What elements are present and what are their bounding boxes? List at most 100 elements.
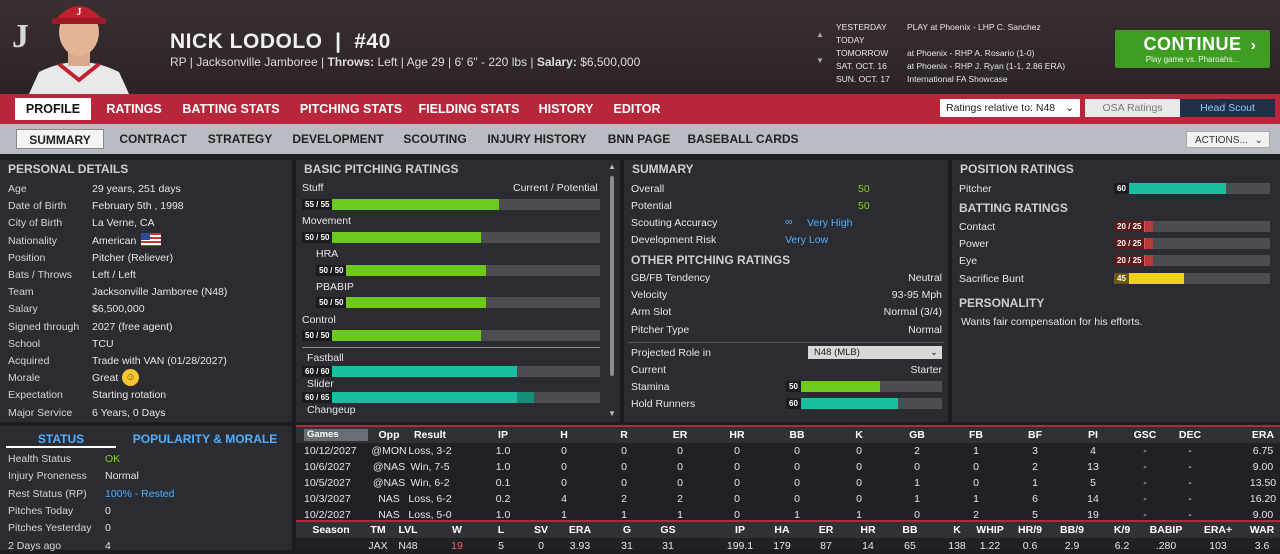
tab-contract[interactable]: CONTRACT xyxy=(119,132,187,146)
development-risk-label: Development Risk xyxy=(631,234,717,246)
table-row: 10/3/2027 NAS Loss, 6-2 0.2 4 2 2 0 0 0 1 1 6 14 - - 16.… xyxy=(296,491,1280,507)
tab-ratings[interactable]: RATINGS xyxy=(106,102,162,116)
column-header[interactable]: IP xyxy=(735,524,745,536)
detail-label: Position xyxy=(8,251,46,264)
tab-baseball-cards[interactable]: BASEBALL CARDS xyxy=(687,132,799,146)
ratings-relative-select[interactable]: Ratings relative to: N48 ⌄ xyxy=(940,99,1080,117)
column-header[interactable]: HR xyxy=(729,429,745,441)
tab-popularity-morale[interactable]: POPULARITY & MORALE xyxy=(132,432,278,446)
chevron-down-icon: ⌄ xyxy=(930,347,938,358)
column-header[interactable]: BB/9 xyxy=(1060,524,1084,536)
column-header[interactable]: K/9 xyxy=(1113,524,1131,536)
tab-editor[interactable]: EDITOR xyxy=(613,102,661,116)
tab-fielding-stats[interactable]: FIELDING STATS xyxy=(418,102,520,116)
column-header[interactable]: WHIP xyxy=(976,524,1004,536)
column-header[interactable]: FB xyxy=(969,429,983,441)
projected-role-select[interactable]: N48 (MLB) ⌄ xyxy=(808,346,942,359)
column-header[interactable]: HR/9 xyxy=(1018,524,1042,536)
pbabip-bar: 50 / 50 xyxy=(316,297,600,308)
column-header[interactable]: BB xyxy=(902,524,918,536)
scroll-thumb[interactable] xyxy=(610,176,614,376)
tab-strategy[interactable]: STRATEGY xyxy=(207,132,273,146)
table-cell: 5 xyxy=(1090,477,1096,489)
detail-label: School xyxy=(8,337,41,350)
table-cell: @NAS xyxy=(372,477,406,489)
table-cell: 3 xyxy=(1032,445,1038,457)
scroll-down-icon[interactable]: ▼ xyxy=(608,409,616,418)
column-header[interactable]: H xyxy=(560,429,568,441)
table-cell: 0 xyxy=(856,461,862,473)
column-header[interactable]: DEC xyxy=(1178,429,1202,441)
column-header[interactable]: LVL xyxy=(398,524,418,536)
batting-rating-bar: 20 / 25 xyxy=(1114,221,1270,232)
column-header[interactable]: PI xyxy=(1088,429,1098,441)
column-header[interactable]: Opp xyxy=(378,429,400,441)
tab-scouting[interactable]: SCOUTING xyxy=(403,132,467,146)
column-header[interactable]: K xyxy=(953,524,961,536)
chevron-down-icon: ⌄ xyxy=(1254,135,1263,146)
column-header[interactable]: Season xyxy=(312,524,350,536)
head-scout-button[interactable]: Head Scout xyxy=(1180,99,1275,117)
tab-status[interactable]: STATUS xyxy=(6,430,116,448)
tab-injury-history[interactable]: INJURY HISTORY xyxy=(487,132,587,146)
personal-details-panel: PERSONAL DETAILS xyxy=(0,160,292,422)
scrollbar[interactable]: ▲ ▼ xyxy=(608,162,616,418)
detail-label: City of Birth xyxy=(8,217,63,230)
position-ratings-panel: POSITION RATINGS xyxy=(952,160,1280,422)
column-header[interactable]: BB xyxy=(789,429,805,441)
great-morale-icon: ☺ xyxy=(122,369,139,386)
column-header[interactable]: G xyxy=(622,524,632,536)
current-potential-header: Current / Potential xyxy=(513,182,598,194)
schedule-arrows[interactable]: ▲ ▼ xyxy=(816,22,824,74)
table-cell: NAS xyxy=(378,493,400,505)
column-header[interactable]: R xyxy=(620,429,628,441)
column-header[interactable]: Result xyxy=(413,429,447,441)
column-header[interactable]: L xyxy=(497,524,505,536)
stuff-label: Stuff xyxy=(302,182,324,194)
column-header[interactable]: W xyxy=(452,524,462,536)
actions-dropdown[interactable]: ACTIONS... ⌄ xyxy=(1186,131,1270,148)
table-cell: 0 xyxy=(856,477,862,489)
column-header[interactable]: BABIP xyxy=(1149,524,1183,536)
tab-bnn-page[interactable]: BNN PAGE xyxy=(607,132,671,146)
table-cell: 199.1 xyxy=(726,540,754,552)
tab-history[interactable]: HISTORY xyxy=(538,102,594,116)
movement-label: Movement xyxy=(302,215,352,227)
column-header[interactable]: TM xyxy=(370,524,386,536)
column-header[interactable]: GB xyxy=(909,429,925,441)
column-header[interactable]: ERA+ xyxy=(1203,524,1233,536)
detail-value: February 5th , 1998 xyxy=(92,200,184,213)
continue-button[interactable]: CONTINUE Play game vs. Pharoahs... › xyxy=(1115,30,1270,68)
tab-batting-stats[interactable]: BATTING STATS xyxy=(182,102,280,116)
column-header[interactable]: K xyxy=(855,429,863,441)
column-header[interactable]: SV xyxy=(533,524,548,536)
column-header[interactable]: ER xyxy=(672,429,688,441)
column-header[interactable]: IP xyxy=(498,429,508,441)
table-cell: 31 xyxy=(662,540,674,552)
scroll-up-icon[interactable]: ▲ xyxy=(608,162,616,171)
table-cell: 0 xyxy=(621,445,627,457)
column-header[interactable]: GS xyxy=(660,524,676,536)
tab-profile[interactable]: PROFILE xyxy=(15,98,91,120)
detail-value: Starting rotation xyxy=(92,389,167,402)
column-header[interactable]: WAR xyxy=(1249,524,1275,536)
tab-pitching-stats[interactable]: PITCHING STATS xyxy=(299,102,403,116)
tab-development[interactable]: DEVELOPMENT xyxy=(292,132,384,146)
column-header[interactable]: ER xyxy=(818,524,834,536)
column-header[interactable]: ERA xyxy=(1251,429,1275,441)
osa-ratings-button[interactable]: OSA Ratings xyxy=(1085,99,1180,117)
status-label: Injury Proneness xyxy=(8,470,87,483)
games-select[interactable]: Games xyxy=(304,429,368,441)
table-cell: 1 xyxy=(914,477,920,489)
tab-summary[interactable]: SUMMARY xyxy=(16,129,104,149)
down-arrow-icon[interactable]: ▼ xyxy=(816,56,824,65)
table-cell: 1 xyxy=(561,509,567,521)
table-cell: 14 xyxy=(862,540,874,552)
column-header[interactable]: HA xyxy=(774,524,790,536)
column-header[interactable]: BF xyxy=(1028,429,1042,441)
column-header[interactable]: HR xyxy=(860,524,876,536)
column-header[interactable]: GSC xyxy=(1133,429,1157,441)
table-cell: 2 xyxy=(973,509,979,521)
up-arrow-icon[interactable]: ▲ xyxy=(816,30,824,39)
column-header[interactable]: ERA xyxy=(568,524,592,536)
